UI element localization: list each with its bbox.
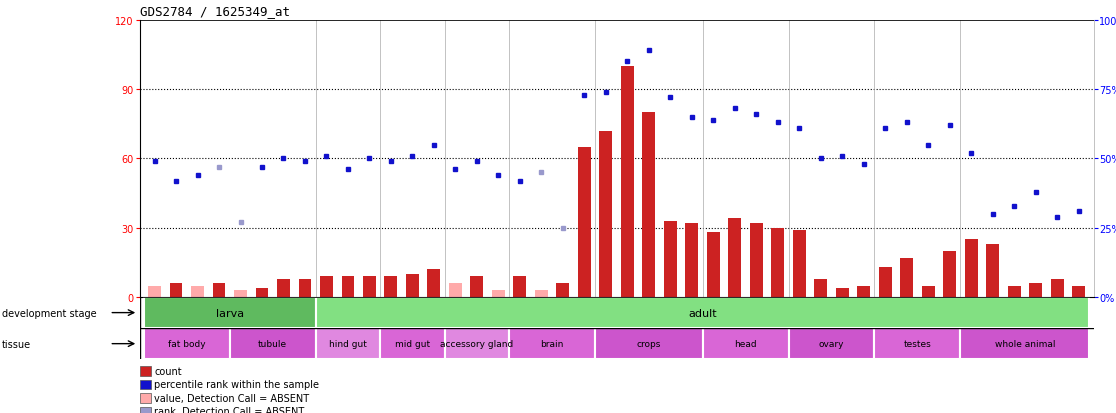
- Bar: [875, 328, 961, 359]
- Bar: [620, 67, 634, 297]
- Bar: [643, 113, 655, 297]
- Bar: [1050, 279, 1064, 297]
- Bar: [471, 277, 483, 297]
- Bar: [298, 279, 311, 297]
- Bar: [140, 366, 151, 376]
- Bar: [140, 406, 151, 413]
- Bar: [557, 283, 569, 297]
- Bar: [771, 228, 785, 297]
- Text: value, Detection Call = ABSENT: value, Detection Call = ABSENT: [154, 393, 309, 403]
- Bar: [381, 328, 444, 359]
- Bar: [320, 277, 333, 297]
- Bar: [792, 230, 806, 297]
- Text: percentile rank within the sample: percentile rank within the sample: [154, 380, 319, 389]
- Text: larva: larva: [215, 308, 243, 318]
- Text: fat body: fat body: [169, 339, 205, 348]
- Bar: [140, 380, 151, 389]
- Text: tubule: tubule: [258, 339, 287, 348]
- Bar: [277, 279, 290, 297]
- Bar: [316, 328, 381, 359]
- Bar: [341, 277, 355, 297]
- Text: crops: crops: [636, 339, 661, 348]
- Bar: [706, 233, 720, 297]
- Text: tissue: tissue: [2, 339, 31, 349]
- Text: development stage: development stage: [2, 308, 97, 318]
- Text: count: count: [154, 366, 182, 376]
- Bar: [1029, 283, 1042, 297]
- Bar: [922, 286, 935, 297]
- Bar: [964, 240, 978, 297]
- Bar: [729, 219, 741, 297]
- Text: rank, Detection Call = ABSENT: rank, Detection Call = ABSENT: [154, 406, 305, 413]
- Bar: [230, 328, 316, 359]
- Bar: [191, 286, 204, 297]
- Bar: [578, 147, 590, 297]
- Bar: [492, 290, 504, 297]
- Bar: [148, 286, 161, 297]
- Bar: [664, 221, 676, 297]
- Bar: [256, 288, 269, 297]
- Bar: [234, 290, 247, 297]
- Bar: [599, 131, 613, 297]
- Text: whole animal: whole animal: [994, 339, 1055, 348]
- Text: GDS2784 / 1625349_at: GDS2784 / 1625349_at: [140, 5, 289, 18]
- Bar: [789, 328, 875, 359]
- Bar: [815, 279, 827, 297]
- Bar: [836, 288, 848, 297]
- Bar: [406, 274, 418, 297]
- Bar: [1072, 286, 1085, 297]
- Bar: [703, 328, 789, 359]
- Bar: [961, 328, 1089, 359]
- Text: adult: adult: [689, 308, 716, 318]
- Bar: [943, 251, 956, 297]
- Bar: [385, 277, 397, 297]
- Bar: [140, 393, 151, 403]
- Bar: [316, 297, 1089, 328]
- Bar: [509, 328, 595, 359]
- Bar: [212, 283, 225, 297]
- Bar: [595, 328, 703, 359]
- Text: head: head: [734, 339, 757, 348]
- Bar: [144, 328, 230, 359]
- Bar: [1008, 286, 1021, 297]
- Bar: [987, 244, 999, 297]
- Bar: [144, 297, 316, 328]
- Bar: [750, 223, 762, 297]
- Bar: [535, 290, 548, 297]
- Text: brain: brain: [540, 339, 564, 348]
- Bar: [363, 277, 376, 297]
- Bar: [427, 270, 441, 297]
- Bar: [878, 267, 892, 297]
- Text: hind gut: hind gut: [329, 339, 367, 348]
- Bar: [513, 277, 527, 297]
- Bar: [901, 258, 913, 297]
- Text: accessory gland: accessory gland: [441, 339, 513, 348]
- Text: ovary: ovary: [819, 339, 844, 348]
- Bar: [449, 283, 462, 297]
- Bar: [444, 328, 509, 359]
- Bar: [857, 286, 870, 297]
- Text: mid gut: mid gut: [395, 339, 430, 348]
- Text: testes: testes: [904, 339, 932, 348]
- Bar: [170, 283, 183, 297]
- Bar: [685, 223, 699, 297]
